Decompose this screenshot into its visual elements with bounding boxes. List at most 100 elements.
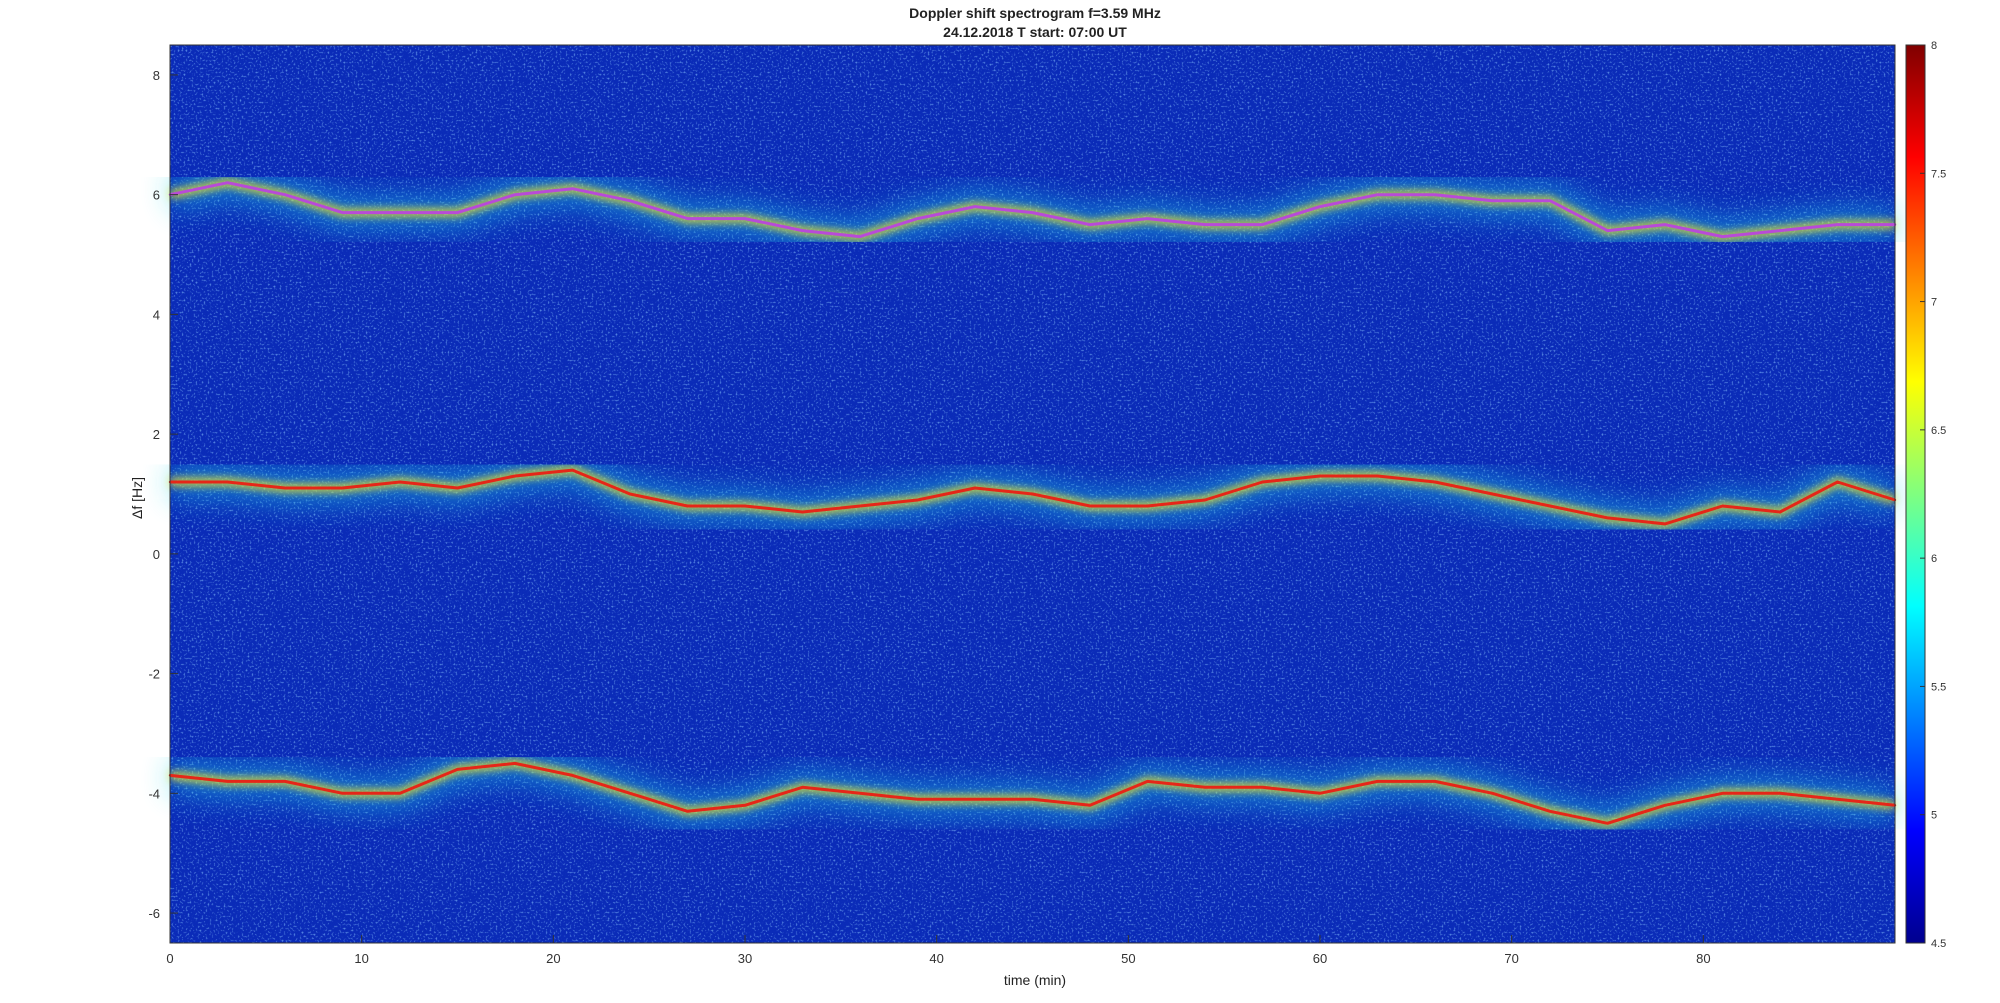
trace-3-point	[973, 798, 977, 801]
x-tick-label: 80	[1696, 951, 1710, 966]
trace-2-point	[858, 504, 862, 508]
colorbar-tick-label: 6	[1931, 553, 1937, 565]
trace-3-point	[743, 804, 747, 807]
trace-3-point	[1836, 798, 1839, 801]
x-tick-label: 10	[354, 951, 368, 966]
trace-1-point	[1376, 193, 1379, 196]
x-axis: 0 10 20 30 40 50 60 70 80	[166, 935, 1711, 966]
trace-2-point	[1433, 480, 1437, 484]
trace-3-point	[456, 768, 459, 771]
y-tick-label: 8	[153, 68, 160, 83]
trace-3-point	[1491, 792, 1494, 795]
trace-3-point	[571, 774, 574, 777]
colorbar-tick-label: 8	[1931, 40, 1937, 52]
trace-2-point	[1548, 504, 1552, 508]
y-tick-label: 0	[153, 547, 160, 562]
trace-1-point	[628, 199, 632, 202]
trace-2-point	[1261, 480, 1264, 484]
trace-2-point	[743, 504, 747, 508]
trace-1-point	[1778, 229, 1782, 232]
x-tick-label: 50	[1121, 951, 1135, 966]
trace-3-point	[1778, 792, 1782, 795]
colorbar-tick-label: 7	[1931, 297, 1937, 309]
trace-1-point	[1606, 229, 1609, 232]
trace-3-point	[341, 792, 344, 795]
trace-3-point	[226, 780, 229, 783]
trace-3-point	[1663, 804, 1667, 807]
trace-2-point	[686, 504, 689, 508]
chart-subtitle: 24.12.2018 T start: 07:00 UT	[943, 24, 1127, 40]
colorbar-scale	[1905, 44, 1926, 944]
x-axis-label: time (min)	[1004, 972, 1066, 988]
x-tick-label: 20	[546, 951, 560, 966]
trace-2-point	[1491, 492, 1494, 496]
trace-2-point	[1606, 516, 1609, 520]
trace-2-point	[1203, 498, 1207, 502]
trace-1-point	[571, 187, 574, 190]
trace-3-point	[858, 792, 862, 795]
x-tick-label: 70	[1504, 951, 1518, 966]
trace-2-point	[1721, 504, 1724, 508]
trace-3-point	[513, 762, 517, 765]
colorbar-tick-label: 6.5	[1931, 425, 1946, 437]
plot-border	[169, 44, 1896, 944]
trace-1-point	[1203, 223, 1207, 226]
y-tick-label: -2	[148, 667, 160, 682]
y-axis-label: Δf [Hz]	[129, 477, 145, 519]
trace-2-point	[1088, 504, 1092, 508]
trace-3-point	[1433, 780, 1437, 783]
trace-1-point	[1318, 205, 1322, 208]
trace-3-point	[1606, 822, 1609, 825]
trace-1-point	[1836, 223, 1839, 226]
trace-2-point	[628, 492, 632, 496]
trace-2-point	[226, 480, 229, 484]
trace-2-point	[916, 498, 919, 502]
trace-1-point	[916, 217, 919, 220]
trace-1-point	[1663, 223, 1667, 226]
trace-3-point	[916, 798, 919, 801]
trace-2-point	[513, 474, 517, 478]
trace-1-point	[1548, 199, 1552, 202]
trace-3-point	[1721, 792, 1724, 795]
trace-2-point	[283, 486, 287, 490]
trace-3-point	[801, 786, 804, 789]
colorbar: 4.5 5 5.5 6 6.5 7 7.5 8	[1905, 40, 1946, 950]
y-tick-label: 2	[153, 427, 160, 442]
trace-3-point	[1203, 786, 1207, 789]
trace-3-point	[1318, 792, 1322, 795]
trace-2-point	[973, 486, 977, 490]
trace-1-point	[513, 193, 517, 196]
trace-2-point	[801, 510, 804, 514]
trace-1-point	[686, 217, 689, 220]
trace-3-point	[1031, 798, 1034, 801]
trace-3-point	[398, 792, 402, 795]
trace-2-point	[1836, 480, 1839, 484]
chart-title: Doppler shift spectrogram f=3.59 MHz	[909, 5, 1161, 21]
trace-2-point	[1318, 474, 1322, 478]
trace-2-point	[1146, 504, 1149, 508]
trace-1-point	[1146, 217, 1149, 220]
x-tick-label: 0	[166, 951, 173, 966]
x-tick-label: 60	[1313, 951, 1327, 966]
y-tick-label: -6	[148, 906, 160, 921]
trace-1-point	[283, 193, 287, 196]
colorbar-tick-label: 5	[1931, 810, 1937, 822]
trace-2-point	[1031, 492, 1034, 496]
x-tick-label: 40	[929, 951, 943, 966]
trace-3-point	[1376, 780, 1379, 783]
trace-2-point	[1376, 474, 1379, 478]
trace-3-point	[1146, 780, 1149, 783]
trace-1-point	[226, 181, 229, 184]
trace-1-point	[743, 217, 747, 220]
trace-3-point	[283, 780, 287, 783]
trace-1-point	[398, 211, 402, 214]
trace-1-point	[1721, 235, 1724, 238]
y-tick-label: 4	[153, 307, 160, 322]
trace-3-point	[1088, 804, 1092, 807]
trace-2-point	[456, 486, 459, 490]
trace-1-point	[341, 211, 344, 214]
trace-1-point	[1261, 223, 1264, 226]
trace-3-point	[1261, 786, 1264, 789]
trace-1-point	[1031, 211, 1034, 214]
